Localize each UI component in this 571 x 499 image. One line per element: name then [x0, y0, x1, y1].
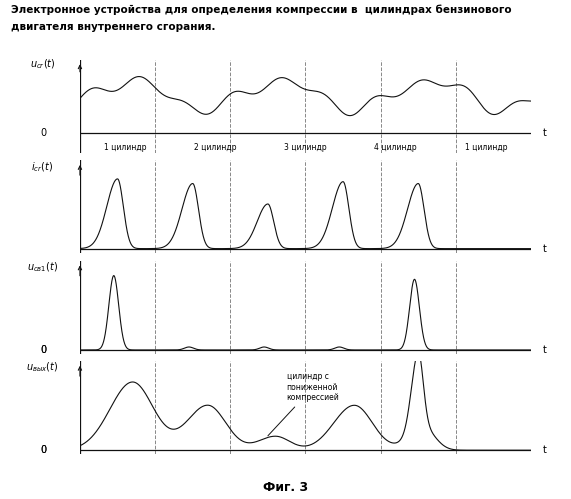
- Text: 1 цилиндр: 1 цилиндр: [104, 143, 146, 152]
- Text: $u_{св1}(t)$: $u_{св1}(t)$: [27, 260, 58, 274]
- Text: 4 цилиндр: 4 цилиндр: [375, 143, 417, 152]
- Text: t: t: [542, 244, 546, 253]
- Text: 0: 0: [40, 445, 46, 455]
- Text: t: t: [542, 445, 546, 455]
- Text: 0: 0: [40, 345, 46, 355]
- Text: $i_{cr}(t)$: $i_{cr}(t)$: [31, 160, 54, 174]
- Text: 3 цилиндр: 3 цилиндр: [284, 143, 327, 152]
- Text: двигателя внутреннего сгорания.: двигателя внутреннего сгорания.: [11, 22, 216, 32]
- Text: $u_{вых}(t)$: $u_{вых}(t)$: [26, 361, 59, 374]
- Text: Электронное устройства для определения компрессии в  цилиндрах бензинового: Электронное устройства для определения к…: [11, 5, 512, 15]
- Text: Фиг. 3: Фиг. 3: [263, 481, 308, 494]
- Text: 0: 0: [40, 445, 46, 455]
- Text: $u_{cr}(t)$: $u_{cr}(t)$: [30, 57, 55, 71]
- Text: t: t: [542, 345, 546, 355]
- Text: цилиндр с
пониженной
компрессией: цилиндр с пониженной компрессией: [268, 372, 339, 436]
- Text: 1 цилиндр: 1 цилиндр: [465, 143, 507, 152]
- Text: 0: 0: [40, 345, 46, 355]
- Text: t: t: [542, 128, 546, 139]
- Text: 0: 0: [40, 128, 46, 139]
- Text: 2 цилиндр: 2 цилиндр: [194, 143, 236, 152]
